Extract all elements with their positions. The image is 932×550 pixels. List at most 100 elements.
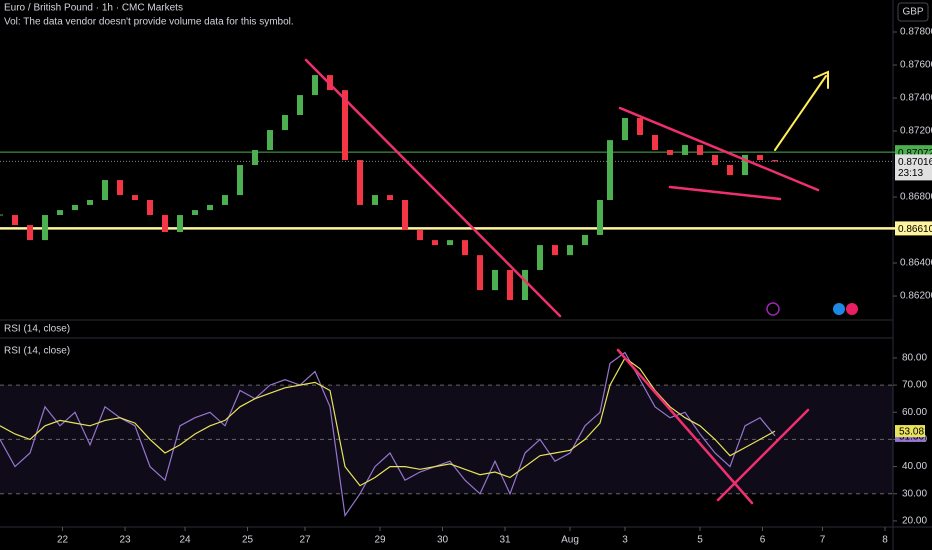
candle <box>297 95 303 116</box>
symbol-title: Euro / British Pound · 1h · CMC Markets <box>4 3 183 14</box>
candle <box>682 145 688 155</box>
rsi-value-label: 53.08 <box>899 427 924 438</box>
candle <box>267 130 273 151</box>
price-label-box <box>895 221 932 236</box>
candle <box>522 269 528 301</box>
candle <box>342 90 348 161</box>
candle <box>387 195 393 201</box>
collapsed-pane-label: RSI (14, close) <box>4 324 70 335</box>
candle <box>492 269 498 291</box>
candle <box>697 145 703 155</box>
candle <box>132 195 138 201</box>
event-icon[interactable] <box>846 303 858 315</box>
countdown: 23:13 <box>898 168 923 179</box>
x-tick-label: Aug <box>561 535 579 546</box>
candle <box>237 165 243 196</box>
rsi-trend-line <box>716 408 810 502</box>
x-tick-label: 8 <box>882 535 888 546</box>
candle <box>537 245 543 270</box>
candle <box>507 269 513 301</box>
candle <box>652 134 658 151</box>
trend-line <box>304 58 562 318</box>
price-label: 0.87072 <box>898 148 932 159</box>
x-tick-label: 22 <box>57 535 69 546</box>
candle <box>312 75 318 96</box>
candle <box>462 240 468 256</box>
candle <box>637 117 643 135</box>
arrow <box>774 75 827 151</box>
x-tick-label: 24 <box>179 535 191 546</box>
candle <box>712 154 718 166</box>
candle <box>12 215 18 226</box>
candle <box>417 230 423 241</box>
y-tick-label: 30.00 <box>902 488 927 499</box>
x-tick-label: 5 <box>697 535 703 546</box>
y-tick-label: 40.00 <box>902 461 927 472</box>
y-tick-label: 80.00 <box>902 353 927 364</box>
x-tick-label: 6 <box>760 535 766 546</box>
candle <box>102 180 108 201</box>
trend-line <box>668 185 782 201</box>
candle <box>147 200 153 216</box>
y-tick-label: 0.87800 <box>900 27 932 38</box>
y-tick-label: 60.00 <box>902 407 927 418</box>
candle <box>757 154 763 161</box>
candle <box>357 160 363 205</box>
candle <box>447 240 453 246</box>
candle <box>177 215 183 233</box>
currency[interactable]: GBP <box>902 7 923 18</box>
y-tick-label: 20.00 <box>902 516 927 527</box>
arrow-head <box>813 70 829 89</box>
rsi-value-box <box>895 425 925 438</box>
candle <box>567 245 573 256</box>
candle <box>87 200 93 205</box>
rsi-trend-line <box>616 348 754 505</box>
candle <box>252 150 258 166</box>
candle <box>162 215 168 233</box>
last-price-box <box>895 154 932 181</box>
candle <box>282 115 288 131</box>
candle <box>117 180 123 196</box>
trend-line <box>618 106 820 192</box>
candle <box>72 204 78 211</box>
volume-note: Vol: The data vendor doesn't provide vol… <box>4 17 294 28</box>
x-tick-label: 29 <box>374 535 386 546</box>
candle <box>372 195 378 205</box>
x-tick-label: 3 <box>622 535 628 546</box>
x-tick-label: 30 <box>437 535 449 546</box>
price-label: 0.86610 <box>898 224 932 235</box>
drawings <box>304 58 858 505</box>
x-tick-label: 23 <box>119 535 131 546</box>
x-tick-label: 27 <box>299 535 311 546</box>
candle <box>27 225 33 241</box>
y-tick-label: 70.00 <box>902 380 927 391</box>
candle <box>57 210 63 216</box>
candle <box>42 215 48 241</box>
candle <box>607 140 613 201</box>
x-tick-label: 7 <box>820 535 826 546</box>
candle <box>222 195 228 205</box>
candle <box>582 234 588 246</box>
event-icon[interactable] <box>766 302 780 316</box>
last-price-label: 0.87016 <box>898 157 932 168</box>
candle <box>727 165 733 176</box>
candle <box>597 200 603 235</box>
candle <box>667 150 673 155</box>
candle <box>402 200 408 231</box>
candle <box>192 210 198 216</box>
candle <box>432 240 438 246</box>
x-tick-label: 31 <box>499 535 511 546</box>
x-tick-label: 25 <box>242 535 254 546</box>
candle <box>622 117 628 141</box>
currency-button[interactable] <box>897 2 929 22</box>
rsi-title: RSI (14, close) <box>4 346 70 357</box>
event-icon[interactable] <box>833 303 845 315</box>
